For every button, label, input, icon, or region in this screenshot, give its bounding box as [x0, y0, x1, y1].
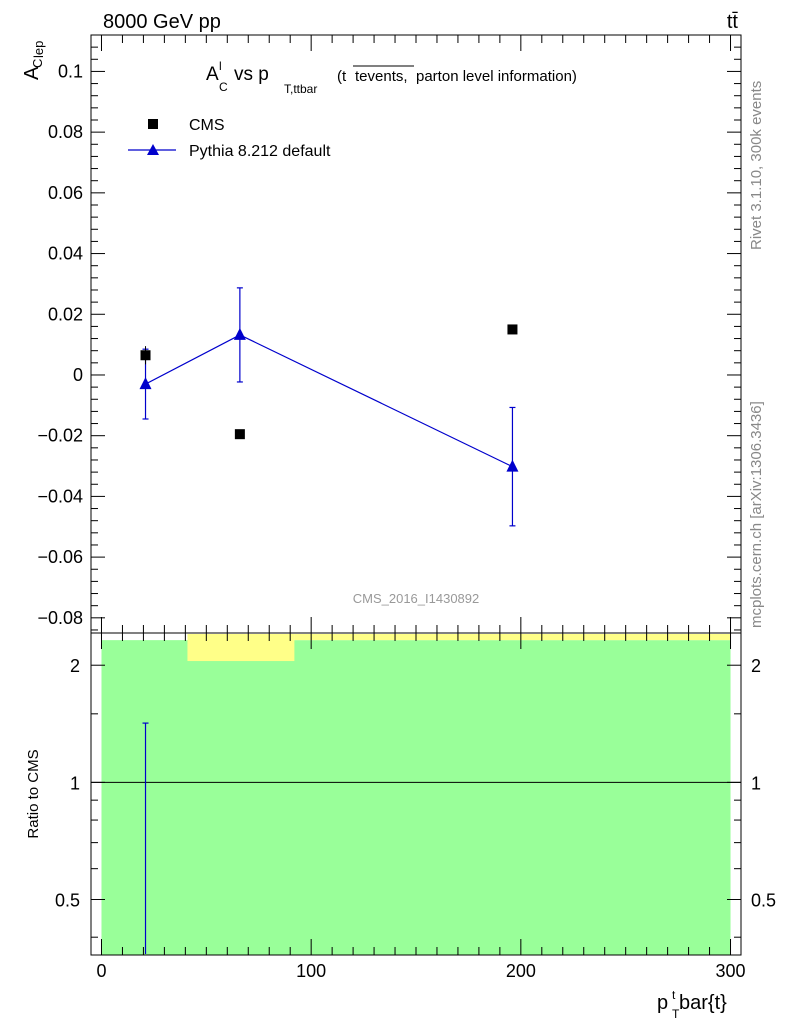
- x-tick-label: 200: [506, 961, 536, 981]
- ratio-y-tick-label-right: 2: [751, 656, 761, 676]
- svg-text:lep: lep: [31, 41, 46, 58]
- cms-point: [140, 350, 151, 361]
- x-tick-label: 300: [715, 961, 745, 981]
- rivet-info: Rivet 3.1.10, 300k events: [748, 81, 765, 250]
- legend-cms-label: CMS: [189, 117, 225, 134]
- pythia-line: [145, 334, 513, 468]
- y-tick-label: 0.02: [48, 304, 83, 324]
- cms-point: [234, 429, 245, 440]
- y-tick-label: −0.06: [37, 547, 83, 567]
- y-tick-label: 0.06: [48, 183, 83, 203]
- cms-point: [507, 324, 518, 335]
- y-tick-label: 0: [73, 365, 83, 385]
- svg-text:T: T: [672, 1007, 680, 1021]
- svg-text:T,ttbar: T,ttbar: [284, 82, 317, 96]
- ratio-y-tick-label: 1: [70, 773, 80, 793]
- green-band: [101, 640, 731, 955]
- ratio-y-tick-label-right: 0.5: [751, 890, 776, 910]
- pythia-point: [139, 377, 152, 390]
- y-tick-label: −0.02: [37, 426, 83, 446]
- svg-text:(t: (t: [337, 68, 347, 85]
- svg-text:p: p: [657, 992, 668, 1014]
- y-tick-label: 0.1: [58, 61, 83, 81]
- pythia-point: [506, 459, 519, 472]
- svg-text:A: A: [206, 64, 219, 85]
- x-tick-label: 100: [296, 961, 326, 981]
- legend-pythia-marker: [147, 144, 159, 155]
- legend: CMS Pythia 8.212 default: [128, 117, 331, 160]
- plot-title: A l C vs p T,ttbar (t tevents, parton le…: [206, 59, 577, 96]
- source-info: mcplots.cern.ch [arXiv:1306.3436]: [748, 401, 765, 628]
- ratio-y-tick-label: 2: [70, 656, 80, 676]
- legend-cms-marker: [148, 119, 158, 129]
- ratio-y-axis-label: Ratio to CMS: [25, 749, 42, 838]
- ratio-panel: 0.5 0.5 1 1 2 2 0 100 200 300 Ratio to CMS: [25, 632, 776, 981]
- yellow-band: [187, 634, 295, 662]
- svg-text:A: A: [21, 66, 43, 80]
- svg-text:vs p: vs p: [234, 64, 269, 85]
- watermark: CMS_2016_I1430892: [353, 591, 480, 606]
- y-tick-label: 0.08: [48, 122, 83, 142]
- legend-pythia-label: Pythia 8.212 default: [189, 143, 331, 160]
- y-axis-label: A lep C: [21, 41, 46, 80]
- svg-text:C: C: [30, 59, 45, 68]
- pythia-point: [233, 327, 246, 340]
- y-tick-label: −0.04: [37, 486, 83, 506]
- process-label: tt̄: [727, 11, 739, 33]
- ratio-y-tick-label: 0.5: [55, 890, 80, 910]
- ratio-y-tick-label-right: 1: [751, 773, 761, 793]
- x-tick-label: 0: [96, 961, 106, 981]
- x-axis-label: p t T bar{t}: [657, 988, 727, 1021]
- svg-text:parton level information): parton level information): [416, 68, 577, 85]
- y-tick-label: −0.08: [37, 608, 83, 628]
- yellow-band: [294, 634, 731, 641]
- y-tick-label: 0.04: [48, 244, 83, 264]
- energy-label: 8000 GeV pp: [103, 11, 221, 33]
- svg-text:l: l: [219, 59, 222, 73]
- main-panel: −0.08 −0.06 −0.04 −0.02 0 0.02 0.04 0.06 0.08 0.1…: [37, 34, 742, 634]
- svg-text:tevents,: tevents,: [355, 68, 408, 85]
- svg-text:C: C: [219, 80, 228, 94]
- svg-text:t: t: [672, 988, 676, 1002]
- svg-text:bar{t}: bar{t}: [679, 992, 727, 1014]
